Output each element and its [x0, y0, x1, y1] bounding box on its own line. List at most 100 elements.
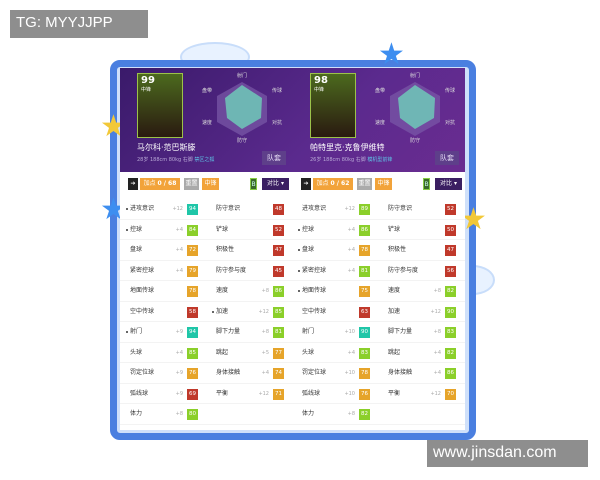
- stat-name: 进攻意识: [302, 205, 327, 212]
- stat-name: 空中传球: [302, 307, 327, 315]
- stat-bonus: +4: [433, 370, 441, 376]
- table-row: 地面传球 78 速度 +8 86 地面传球 75 速度 +8 82: [120, 281, 465, 302]
- stat-bonus: +4: [433, 349, 441, 356]
- team-button[interactable]: 队套: [435, 151, 459, 165]
- stat-value: 82: [359, 409, 370, 420]
- stat-value: 74: [273, 368, 284, 379]
- stat-cell: 身体接触 +4 86: [378, 363, 464, 383]
- radar-label: 盘带: [202, 87, 212, 94]
- table-row: 罚定位球 +9 76 身体接触 +4 74 罚定位球 +10 78 身体接触 +4 86: [120, 363, 465, 384]
- radar-label: 防守: [410, 137, 420, 144]
- stat-bonus: +4: [175, 247, 183, 253]
- stat-value: 94: [187, 327, 198, 338]
- add-points[interactable]: 加点 0 / 62: [313, 178, 353, 190]
- stat-name: 加速: [388, 307, 401, 315]
- stat-value: 90: [445, 306, 456, 318]
- star-icon: ★: [378, 37, 405, 72]
- stat-name: 头球: [302, 348, 315, 356]
- reset-button[interactable]: 重置: [357, 178, 372, 190]
- player-name: 马尔科·范巴斯滕: [137, 143, 196, 152]
- dot-icon: [298, 249, 300, 251]
- watermark-bottom: www.jinsdan.com: [427, 440, 588, 467]
- stat-cell: 空中传球 58: [120, 302, 206, 322]
- stat-value: 50: [445, 224, 456, 236]
- control-bar: ➔ 加点 0 / 68 重置 中锋 B 对比 ▾: [120, 172, 292, 196]
- stat-value: 79: [187, 265, 198, 277]
- stat-bonus: +10: [344, 390, 355, 397]
- stat-bonus: +9: [175, 390, 183, 397]
- table-row: 空中传球 58 加速 +12 85 空中传球 63 加速 +12 90: [120, 302, 465, 322]
- stat-name: 防守参与度: [388, 266, 419, 274]
- stat-name: 弧线球: [302, 389, 321, 397]
- add-points[interactable]: 加点 0 / 68: [140, 178, 180, 190]
- player-info: 26岁 188cm 80kg 右脚 模机型前锋: [310, 157, 393, 163]
- stat-name: 地面传球: [302, 287, 327, 294]
- stat-value: 81: [359, 265, 370, 277]
- stat-bonus: +12: [344, 206, 355, 212]
- stat-value: 78: [359, 368, 370, 379]
- play-style[interactable]: 模机型前锋: [367, 157, 393, 163]
- stat-name: 防守参与度: [216, 266, 247, 274]
- stat-value: 47: [273, 245, 284, 256]
- stat-cell: 弧线球 +10 76: [292, 384, 378, 404]
- stat-name: 防守意识: [216, 205, 241, 212]
- stat-value: 82: [445, 286, 456, 297]
- radar-label: 盘带: [375, 87, 385, 94]
- stat-value: 77: [273, 347, 284, 359]
- stat-value: 85: [187, 347, 198, 359]
- stat-cell: 速度 +8 86: [206, 281, 292, 301]
- b-badge[interactable]: B: [250, 178, 257, 190]
- team-button[interactable]: 队套: [262, 151, 286, 165]
- compare-dropdown[interactable]: 对比 ▾: [262, 178, 289, 190]
- stat-name: 盘球: [130, 246, 143, 253]
- stat-name: 罚定位球: [302, 369, 327, 376]
- watermark-top: TG: MYYJJPP: [10, 10, 148, 38]
- stat-cell: 脚下力量 +8 83: [378, 322, 464, 342]
- table-row: 体力 +8 80 体力 +8 82: [120, 404, 465, 425]
- comparison-panel: 99 中锋 射门 传球 对抗 防守 速度 盘带 马尔科·范巴斯滕 28岁 188cm 80k…: [120, 68, 465, 430]
- stat-name: 身体接触: [388, 369, 413, 376]
- stat-value: 84: [187, 224, 198, 236]
- stat-bonus: +5: [261, 349, 269, 356]
- stat-value: 69: [187, 388, 198, 400]
- radar-label: 传球: [272, 87, 282, 94]
- b-badge[interactable]: B: [423, 178, 430, 190]
- stat-value: 94: [187, 204, 198, 215]
- stat-cell: 铲球 52: [206, 220, 292, 240]
- stat-value: 85: [273, 306, 284, 318]
- stat-cell: 空中传球 63: [292, 302, 378, 322]
- stat-value: 52: [445, 204, 456, 215]
- stat-value: 78: [187, 286, 198, 297]
- arrow-icon[interactable]: ➔: [128, 178, 138, 190]
- player-header: 99 中锋 射门 传球 对抗 防守 速度 盘带 马尔科·范巴斯滕 28岁 188cm 80k…: [120, 68, 292, 172]
- stat-name: 平衡: [216, 389, 229, 397]
- player-card[interactable]: 98 中锋: [310, 73, 356, 138]
- player-position: 中锋: [314, 87, 325, 93]
- arrow-icon[interactable]: ➔: [301, 178, 311, 190]
- role-button[interactable]: 中锋: [375, 178, 392, 190]
- stat-bonus: +12: [430, 390, 441, 397]
- role-button[interactable]: 中锋: [202, 178, 219, 190]
- reset-button[interactable]: 重置: [184, 178, 199, 190]
- table-row: 弧线球 +9 69 平衡 +12 71 弧线球 +10 76 平衡 +12 70: [120, 384, 465, 404]
- play-style[interactable]: 禁区之狐: [194, 157, 215, 163]
- stat-cell: 地面传球 75: [292, 281, 378, 301]
- stat-cell: 脚下力量 +8 81: [206, 322, 292, 342]
- stat-name: 弧线球: [130, 389, 149, 397]
- stat-name: 跳起: [216, 348, 229, 356]
- player-card[interactable]: 99 中锋: [137, 73, 183, 138]
- stat-bonus: +8: [261, 329, 269, 335]
- stat-cell: 地面传球 78: [120, 281, 206, 301]
- stat-cell: 跳起 +4 82: [378, 343, 464, 363]
- table-row: 盘球 +4 72 积极性 47 盘球 +4 78 积极性 47: [120, 240, 465, 261]
- stat-bonus: +12: [172, 206, 183, 212]
- stat-name: 脚下力量: [216, 328, 241, 335]
- stat-bonus: +9: [175, 329, 183, 335]
- stat-bonus: +4: [175, 226, 183, 233]
- radar-label: 射门: [237, 72, 247, 79]
- stat-bonus: +12: [258, 390, 269, 397]
- table-row: 头球 +4 85 跳起 +5 77 头球 +4 83 跳起 +4 82: [120, 343, 465, 363]
- stat-cell: 盘球 +4 72: [120, 240, 206, 260]
- compare-dropdown[interactable]: 对比 ▾: [435, 178, 462, 190]
